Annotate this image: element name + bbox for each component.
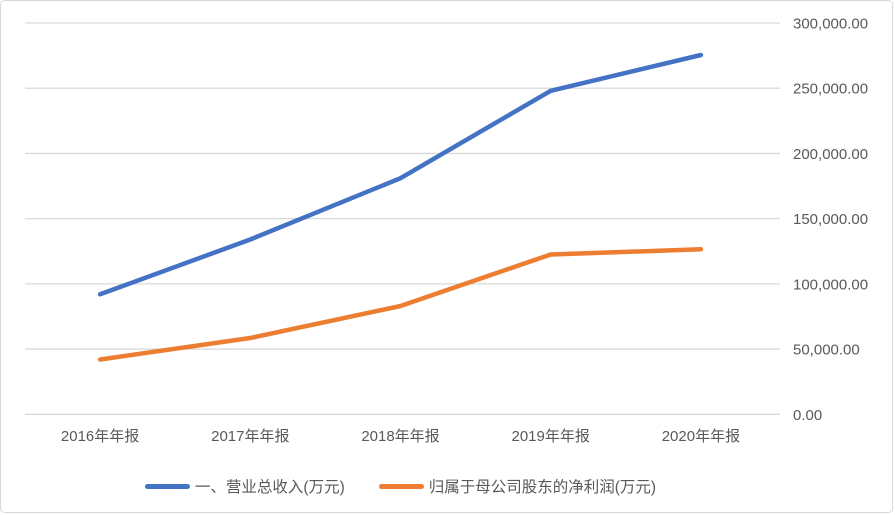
y-axis-tick-label: 0.00 — [793, 407, 822, 424]
legend: 一、营业总收入(万元) 归属于母公司股东的净利润(万元) — [25, 471, 776, 501]
y-axis-tick-label: 100,000.00 — [793, 276, 868, 293]
series-line-0 — [97, 52, 704, 297]
legend-item-1: 归属于母公司股东的净利润(万元) — [378, 475, 657, 497]
y-axis-tick-label: 250,000.00 — [793, 81, 868, 98]
x-axis-category-label: 2020年年报 — [662, 428, 740, 445]
x-axis-category-label: 2018年年报 — [361, 428, 439, 445]
x-axis-category-label: 2019年年报 — [512, 428, 590, 445]
y-axis-tick-label: 200,000.00 — [793, 146, 868, 163]
y-axis-tick-label: 300,000.00 — [793, 16, 868, 33]
legend-line-swatch — [144, 483, 190, 489]
x-axis-category-label: 2016年年报 — [61, 428, 139, 445]
legend-line-swatch — [378, 483, 424, 489]
x-axis-category-label: 2017年年报 — [211, 428, 289, 445]
legend-item-0: 一、营业总收入(万元) — [144, 475, 345, 497]
y-axis-tick-label: 50,000.00 — [793, 342, 860, 359]
series-line-1 — [97, 247, 704, 362]
legend-label: 归属于母公司股东的净利润(万元) — [428, 479, 657, 496]
legend-label: 一、营业总收入(万元) — [194, 479, 345, 496]
y-axis-tick-label: 150,000.00 — [793, 211, 868, 228]
